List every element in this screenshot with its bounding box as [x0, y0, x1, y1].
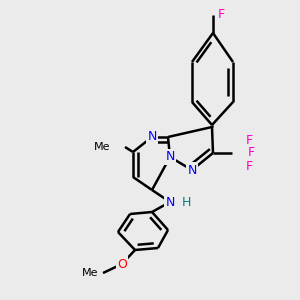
Text: N: N [147, 130, 157, 143]
Text: N: N [187, 164, 197, 176]
Text: F: F [248, 146, 255, 160]
Text: N: N [165, 151, 175, 164]
Text: Me: Me [94, 142, 110, 152]
Text: H: H [182, 196, 191, 208]
Text: Me: Me [82, 268, 98, 278]
Text: F: F [246, 160, 253, 172]
Text: F: F [218, 8, 225, 22]
Text: F: F [246, 134, 253, 146]
Text: N: N [165, 196, 175, 208]
Text: O: O [117, 257, 127, 271]
